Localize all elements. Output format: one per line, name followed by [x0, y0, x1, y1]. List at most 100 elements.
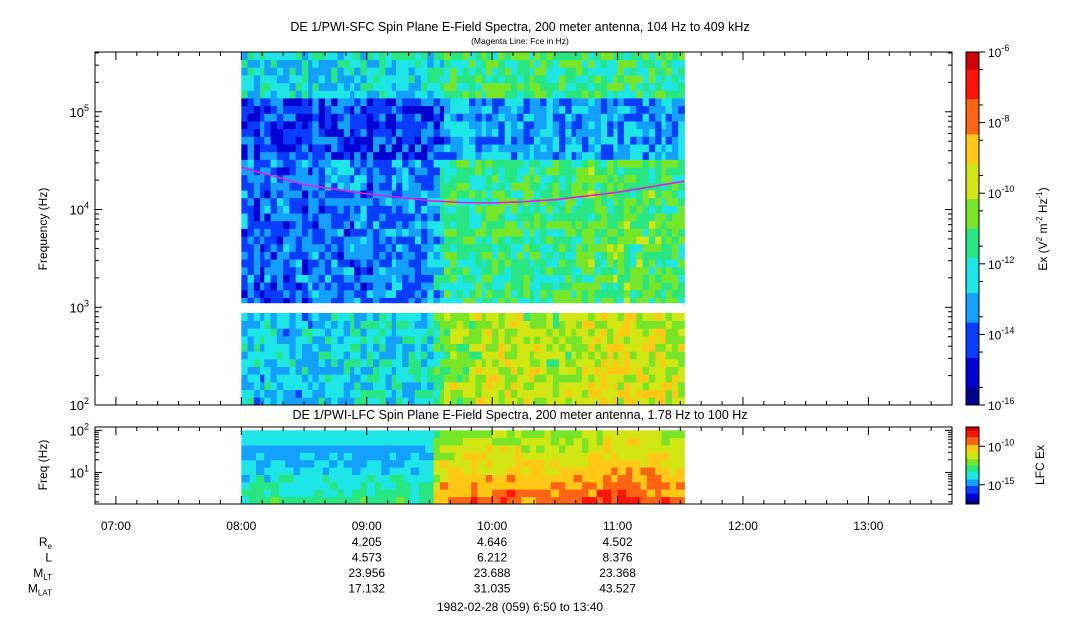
sfc-cell — [427, 251, 435, 260]
sfc-cell — [450, 113, 458, 122]
sfc-cell — [565, 236, 572, 245]
sfc-cell — [276, 312, 284, 321]
sfc-cell — [260, 121, 265, 130]
sfc-cell — [492, 159, 499, 168]
sfc-cell — [642, 289, 650, 298]
sfc-cell — [289, 167, 297, 176]
sfc-cell — [408, 174, 416, 183]
sfc-cell — [283, 159, 290, 168]
sfc-cell — [444, 98, 451, 107]
sfc-cell — [396, 98, 403, 107]
sfc-cell — [312, 128, 320, 137]
sfc-cell — [343, 297, 351, 306]
sfc-cell — [600, 320, 608, 329]
colorbar-swatch — [966, 152, 979, 159]
sfc-cell — [498, 98, 506, 107]
lfc-cell — [299, 452, 309, 461]
sfc-cell — [421, 243, 428, 252]
lfc-cell — [573, 467, 583, 475]
sfc-cell — [402, 389, 409, 398]
sfc-cell — [588, 82, 595, 91]
sfc-cell — [366, 136, 374, 145]
lfc-cell — [536, 467, 545, 475]
sfc-cell — [324, 259, 332, 268]
sfc-cell — [402, 213, 409, 222]
lfc-cell — [375, 467, 382, 475]
lfc-cell — [352, 496, 361, 504]
sfc-cell — [617, 381, 625, 391]
sfc-cell — [607, 381, 614, 391]
sfc-cell — [408, 136, 416, 145]
sfc-cell — [350, 128, 355, 137]
lfc-cell — [506, 430, 516, 439]
cbar-label-part: m — [1036, 224, 1050, 237]
sfc-cell — [391, 136, 397, 145]
sfc-cell — [565, 274, 572, 283]
sfc-cell — [559, 397, 566, 405]
sfc-cell — [575, 358, 583, 368]
sfc-cell — [517, 343, 524, 352]
sfc-cell — [678, 289, 685, 298]
sfc-cell — [648, 67, 656, 76]
lfc-cell — [596, 467, 604, 475]
sfc-cell — [517, 136, 524, 145]
sfc-cell — [565, 67, 572, 76]
sfc-cell — [308, 389, 313, 398]
lfc-cell — [278, 481, 286, 490]
colorbar-swatch — [966, 480, 979, 483]
lfc-cell — [255, 481, 265, 490]
sfc-cell — [462, 259, 470, 268]
sfc-cell — [373, 67, 380, 76]
sfc-cell — [588, 205, 595, 214]
sfc-cell — [469, 190, 476, 199]
sfc-cell — [350, 251, 355, 260]
lfc-cell — [454, 437, 464, 446]
sfc-cell — [391, 113, 397, 122]
sfc-cell — [623, 113, 631, 122]
sfc-cell — [295, 159, 303, 168]
sfc-cell — [270, 151, 278, 160]
sfc-cell — [636, 144, 644, 153]
sfc-cell — [523, 128, 531, 137]
sfc-cell — [529, 75, 535, 84]
colorbar-swatch — [966, 483, 979, 486]
sfc-cell — [308, 328, 313, 337]
lfc-cell — [462, 430, 472, 439]
sfc-cell — [642, 128, 650, 137]
sfc-cell — [324, 343, 332, 352]
lfc-cell — [655, 452, 662, 461]
sfc-cell — [343, 243, 351, 252]
sfc-cell — [469, 59, 476, 68]
sfc-cell — [379, 312, 386, 321]
lfc-cell — [485, 496, 493, 504]
sfc-cell — [498, 381, 506, 391]
sfc-cell — [533, 105, 541, 114]
sfc-cell — [276, 167, 284, 176]
lfc-cell — [625, 496, 633, 504]
sfc-cell — [678, 182, 685, 191]
sfc-cell — [475, 67, 483, 76]
sfc-cell — [600, 236, 608, 245]
sfc-cell — [318, 374, 326, 383]
sfc-cell — [665, 59, 673, 68]
sfc-cell — [655, 205, 662, 214]
sfc-cell — [247, 351, 255, 360]
sfc-cell — [444, 182, 451, 191]
sfc-cell — [366, 289, 374, 298]
sfc-cell — [481, 213, 487, 222]
lfc-cell — [418, 496, 426, 504]
colorbar-swatch — [966, 462, 979, 465]
sfc-cell — [289, 381, 297, 391]
sfc-cell — [613, 374, 618, 383]
sfc-cell — [421, 167, 428, 176]
sfc-cell — [318, 259, 326, 268]
sfc-cell — [552, 159, 560, 168]
sfc-cell — [366, 59, 374, 68]
sfc-cell — [247, 228, 255, 237]
sfc-cell — [402, 159, 409, 168]
sfc-cell — [630, 59, 637, 68]
lfc-cell — [293, 489, 301, 498]
sfc-cell — [241, 243, 248, 252]
colorbar-swatch — [966, 451, 979, 454]
sfc-cell — [642, 389, 650, 398]
